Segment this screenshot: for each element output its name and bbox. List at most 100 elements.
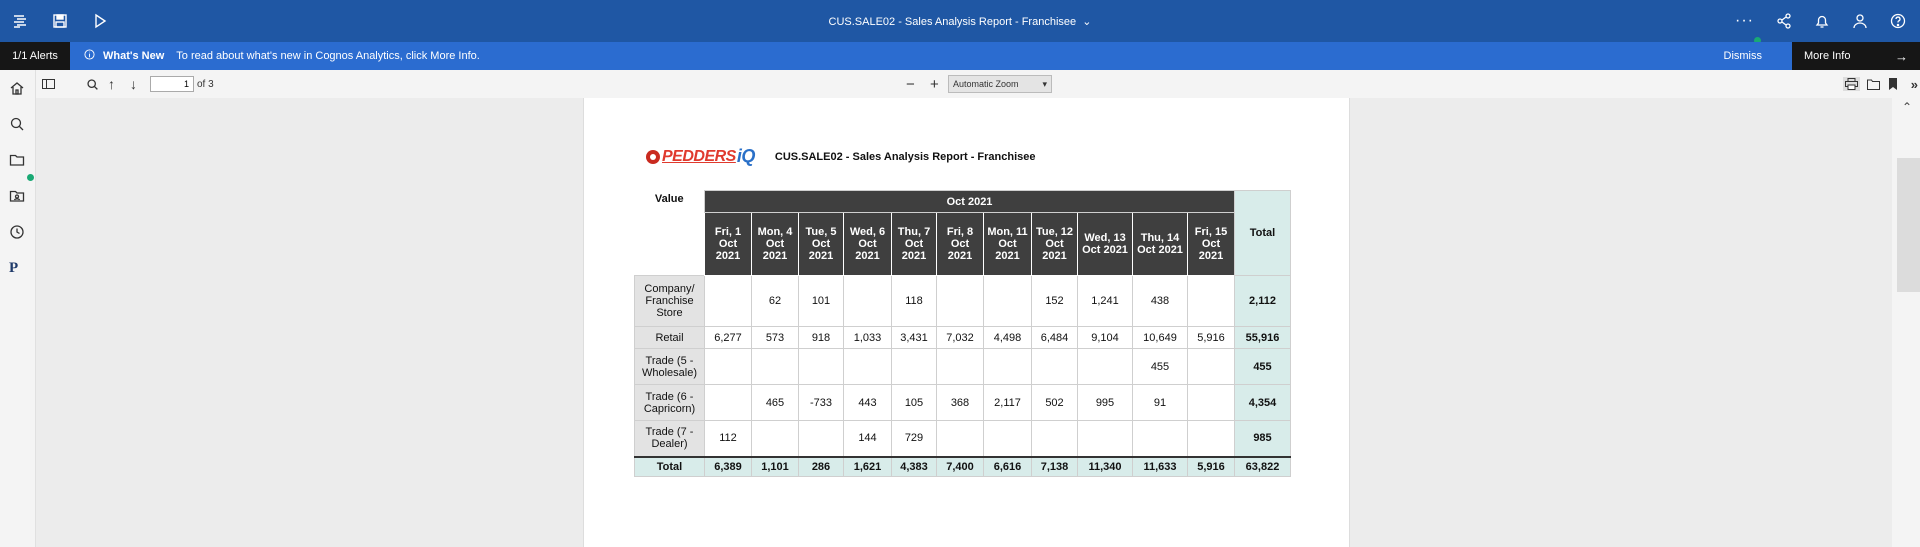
chevron-down-icon: ⌄ (1082, 15, 1092, 28)
table-cell: 112 (704, 420, 752, 457)
tools-expand-icon[interactable]: » (1910, 76, 1918, 92)
row-label: Trade (5 - Wholesale) (634, 348, 705, 385)
table-cell: 1,033 (843, 326, 892, 349)
zoom-out-icon[interactable]: − (906, 75, 915, 93)
alerts-count[interactable]: 1/1 Alerts (0, 42, 70, 70)
table-cell (1187, 348, 1235, 385)
pedders-logo: PEDDERS iQ (644, 146, 755, 167)
grand-total-cell: 11,340 (1077, 455, 1133, 477)
date-column-header: Mon, 11 Oct 2021 (983, 212, 1032, 276)
home-icon[interactable] (9, 80, 27, 98)
table-cell (798, 420, 844, 457)
status-dot (27, 174, 34, 181)
alert-bar: 1/1 Alerts What's New To read about what… (0, 42, 1920, 70)
grand-total-cell: 1,101 (751, 455, 799, 477)
row-total: 985 (1234, 420, 1291, 457)
next-page-icon[interactable]: ↓ (130, 76, 137, 92)
user-icon[interactable] (1852, 13, 1868, 29)
menu-icon[interactable] (12, 13, 28, 29)
table-cell: 455 (1132, 348, 1188, 385)
header-row-dates: Fri, 1 Oct 2021 Mon, 4 Oct 2021 Tue, 5 Oct… (635, 212, 1291, 276)
table-cell: 5,916 (1187, 326, 1235, 349)
table-cell: 144 (843, 420, 892, 457)
row-total: 455 (1234, 348, 1291, 385)
table-cell: 465 (751, 384, 799, 421)
grand-total-label: Total (634, 455, 705, 477)
open-file-icon[interactable] (1867, 78, 1880, 90)
table-cell (1031, 348, 1078, 385)
table-cell (843, 275, 892, 327)
grand-total-value: 63,822 (1234, 455, 1291, 477)
table-cell (1077, 420, 1133, 457)
search-icon[interactable] (9, 116, 27, 134)
row-label: Retail (634, 326, 705, 349)
table-row: Trade (7 - Dealer) 112 144 729 985 (634, 420, 1291, 457)
bookmark-icon[interactable] (1888, 78, 1898, 90)
table-cell (1187, 420, 1235, 457)
table-cell (751, 348, 799, 385)
zoom-in-icon[interactable]: + (930, 75, 939, 93)
scroll-up-icon[interactable]: ⌃ (1902, 100, 1913, 114)
table-cell: 502 (1031, 384, 1078, 421)
table-cell (704, 275, 752, 327)
table-cell (704, 384, 752, 421)
total-header: Total (1234, 190, 1291, 276)
table-cell (936, 275, 984, 327)
report-heading: CUS.SALE02 - Sales Analysis Report - Fra… (774, 150, 1036, 163)
table-cell: -733 (798, 384, 844, 421)
save-icon[interactable] (52, 13, 68, 29)
recent-icon[interactable] (9, 224, 27, 242)
zoom-select[interactable]: Automatic Zoom ▾ (948, 75, 1052, 93)
whats-new-label: What's New (103, 50, 165, 62)
report-title-menu[interactable]: CUS.SALE02 - Sales Analysis Report - Fra… (829, 16, 1092, 28)
run-icon[interactable] (92, 13, 108, 29)
page-count: of 3 (197, 78, 214, 90)
document-viewer: PEDDERS iQ CUS.SALE02 - Sales Analysis Re… (36, 98, 1892, 547)
table-cell: 10,649 (1132, 326, 1188, 349)
scroll-thumb[interactable] (1897, 158, 1920, 292)
pedders-p-icon[interactable]: P (9, 260, 19, 276)
dismiss-button[interactable]: Dismiss (1723, 50, 1763, 62)
table-cell: 62 (751, 275, 799, 327)
help-icon[interactable] (1890, 13, 1906, 29)
share-icon[interactable] (1776, 13, 1792, 29)
table-cell (983, 420, 1032, 457)
sidebar-toggle-icon[interactable] (42, 78, 55, 90)
print-icon[interactable] (1843, 77, 1860, 91)
folder-icon[interactable] (9, 152, 27, 170)
grand-total-cell: 7,400 (936, 455, 984, 477)
vertical-scrollbar[interactable]: ⌃ (1892, 98, 1920, 547)
more-info-button[interactable]: More Info → (1792, 42, 1920, 70)
grand-total-cell: 286 (798, 455, 844, 477)
row-total: 55,916 (1234, 326, 1291, 349)
viewer-toolbar: ↑ ↓ of 3 − + Automatic Zoom ▾ » (36, 70, 1920, 98)
table-row: Trade (5 - Wholesale) 455 455 (634, 348, 1291, 385)
corner-label: Value (654, 192, 684, 205)
table-cell (1031, 420, 1078, 457)
more-icon[interactable]: ··· (1735, 12, 1754, 29)
previous-page-icon[interactable]: ↑ (108, 76, 115, 92)
table-cell: 6,484 (1031, 326, 1078, 349)
notifications-icon[interactable] (1814, 13, 1830, 29)
find-icon[interactable] (86, 78, 99, 91)
top-bar: CUS.SALE02 - Sales Analysis Report - Fra… (0, 0, 1920, 44)
date-column-header: Thu, 7 Oct 2021 (891, 212, 937, 276)
table-cell: 918 (798, 326, 844, 349)
table-cell (983, 275, 1032, 327)
date-column-header: Fri, 1 Oct 2021 (704, 212, 752, 276)
grand-total-cell: 5,916 (1187, 455, 1235, 477)
row-label: Trade (6 - Capricorn) (634, 384, 705, 421)
table-cell: 1,241 (1077, 275, 1133, 327)
alert-message: To read about what's new in Cognos Analy… (176, 50, 480, 62)
table-cell: 573 (751, 326, 799, 349)
table-cell: 3,431 (891, 326, 937, 349)
arrow-right-icon: → (1895, 48, 1908, 64)
page-number-input[interactable] (150, 76, 194, 92)
table-cell: 368 (936, 384, 984, 421)
grand-total-cell: 1,621 (843, 455, 892, 477)
date-column-header: Thu, 14 Oct 2021 (1132, 212, 1188, 276)
table-cell (798, 348, 844, 385)
grand-total-cell: 11,633 (1132, 455, 1188, 477)
table-cell (936, 420, 984, 457)
team-folder-icon[interactable] (9, 188, 27, 206)
